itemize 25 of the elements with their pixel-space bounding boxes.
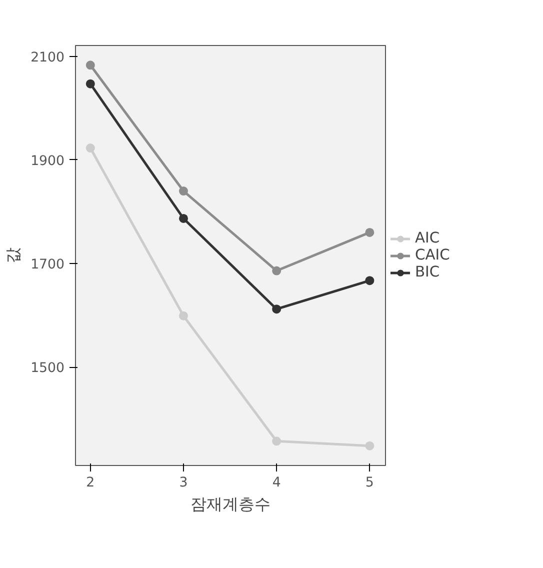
y-axis-title: 값 xyxy=(4,248,23,264)
x-tick-label: 2 xyxy=(86,476,95,490)
x-axis-title: 잠재계층수 xyxy=(190,494,270,514)
legend-label: BIC xyxy=(415,264,440,280)
point xyxy=(365,228,374,237)
point xyxy=(178,311,188,320)
point xyxy=(365,441,374,450)
x-tick-label: 5 xyxy=(365,476,374,490)
point xyxy=(86,144,95,153)
legend-label: CAIC xyxy=(415,246,450,264)
point xyxy=(178,214,188,223)
y-tick-label: 1500 xyxy=(30,361,65,376)
point xyxy=(178,186,188,196)
y-tick-label: 2100 xyxy=(30,50,65,66)
x-tick-label: 4 xyxy=(272,476,281,490)
x-tick-label: 3 xyxy=(179,476,188,490)
point xyxy=(272,304,282,314)
y-tick-label: 1900 xyxy=(30,154,65,169)
point xyxy=(86,79,95,88)
point xyxy=(365,276,374,286)
y-tick-label: 1700 xyxy=(30,258,65,273)
point xyxy=(272,436,282,446)
point xyxy=(86,60,95,70)
point xyxy=(272,266,282,276)
legend-label: AIC xyxy=(415,230,440,246)
